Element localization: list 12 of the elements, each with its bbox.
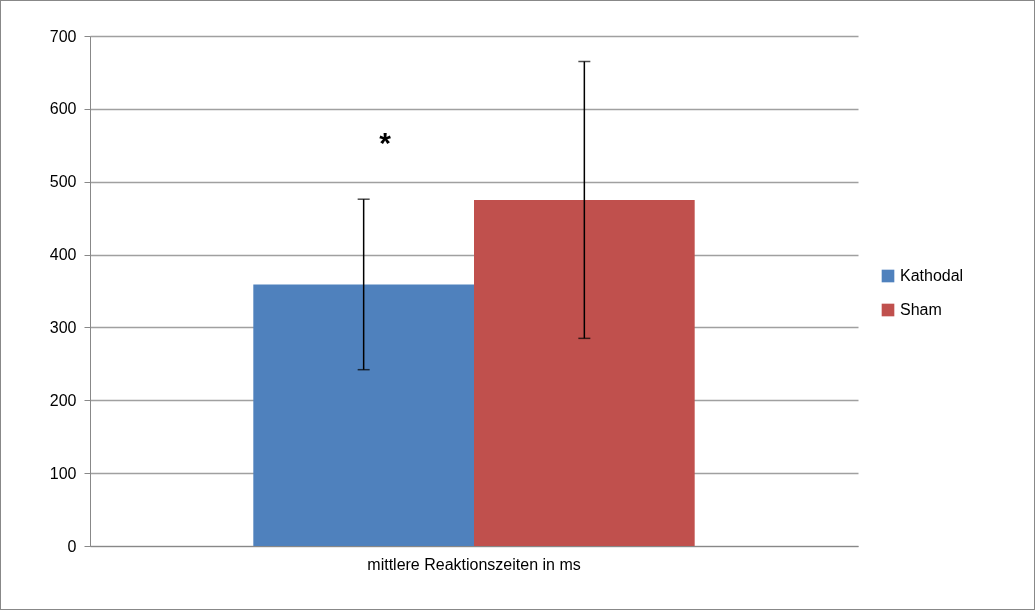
- legend-label: Kathodal: [900, 267, 964, 284]
- x-tick-label: mittlere Reaktionszeiten in ms: [367, 555, 581, 573]
- annotation: *: [379, 126, 392, 159]
- y-tick-label: 600: [49, 100, 77, 118]
- y-tick-label: 100: [49, 464, 77, 482]
- y-tick-label: 200: [49, 391, 77, 409]
- y-tick-label: 0: [67, 537, 77, 555]
- y-tick-label: 300: [49, 318, 77, 336]
- legend-label: Sham: [900, 301, 942, 318]
- y-tick-label: 500: [49, 173, 77, 191]
- y-tick-label: 400: [49, 246, 77, 264]
- y-tick-label: 700: [49, 27, 77, 45]
